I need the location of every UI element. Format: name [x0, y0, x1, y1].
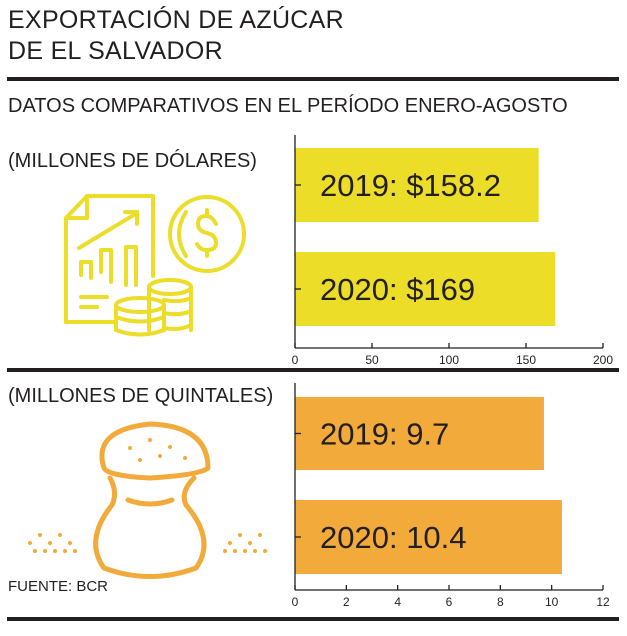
chart1-x-tick-label: 200 [593, 353, 613, 367]
chart1-x-tick-label: 100 [439, 353, 459, 367]
chart2-x-tick-label: 12 [596, 595, 610, 609]
chart2-x-tick-label: 0 [292, 595, 299, 609]
chart2-x-tick-label: 2 [343, 595, 350, 609]
chart1-bar-2019 [295, 148, 539, 222]
chart2-bar-2020 [295, 500, 562, 574]
chart2-x-tick-label: 6 [446, 595, 453, 609]
chart2-data-label-2019: 2019: 9.7 [320, 417, 449, 452]
chart2-x-tick-label: 8 [497, 595, 504, 609]
chart1-data-label-2020: 2020: $169 [320, 272, 475, 307]
chart1-data-label-2019: 2019: $158.2 [320, 168, 501, 203]
chart2-x-tick-label: 4 [394, 595, 401, 609]
chart1-x-tick-label: 50 [365, 353, 379, 367]
divider-top [7, 77, 619, 81]
divider-bottom [7, 617, 619, 621]
chart2-title: (MILLONES DE QUINTALES) [8, 385, 274, 407]
chart2-data-label-2020: 2020: 10.4 [320, 520, 467, 555]
chart1-bar-2020 [295, 252, 556, 326]
chart1-title: (MILLONES DE DÓLARES) [8, 150, 257, 172]
chart1-x-tick-label: 0 [292, 353, 299, 367]
chart2-bar-2019 [295, 397, 544, 470]
chart2-x-tick-label: 10 [545, 595, 559, 609]
title-line-1: EXPORTACIÓN DE AZÚCAR [8, 6, 344, 34]
subtitle: DATOS COMPARATIVOS EN EL PERÍODO ENERO-A… [8, 95, 568, 117]
source-note: FUENTE: BCR [8, 578, 109, 595]
divider-middle [7, 368, 619, 372]
chart1-x-tick-label: 150 [516, 353, 536, 367]
title-line-2: DE EL SALVADOR [8, 37, 223, 65]
